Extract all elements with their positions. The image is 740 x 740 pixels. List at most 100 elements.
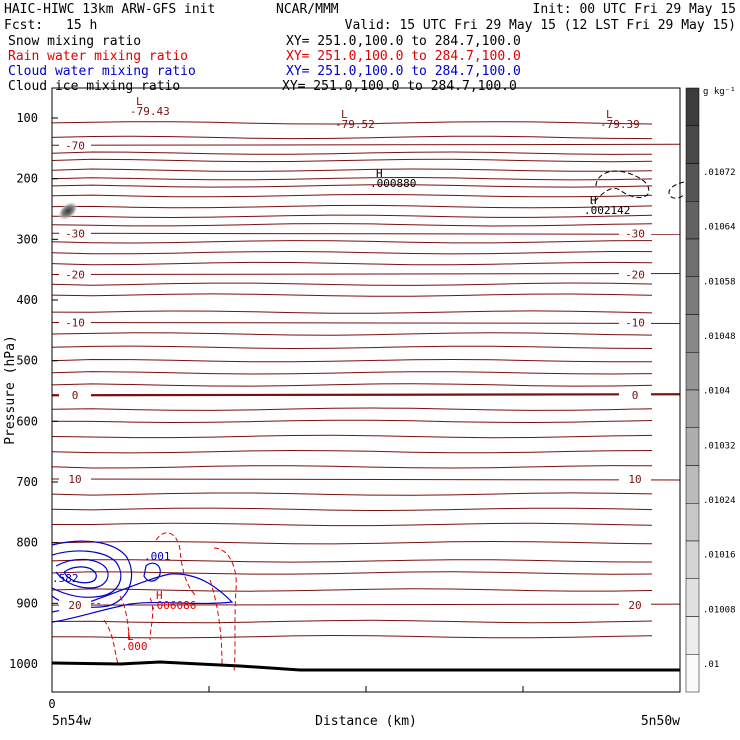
cloud-water-contour (143, 562, 161, 582)
colorbar-swatch (685, 616, 700, 655)
isotherm-line (51, 273, 681, 276)
extremum-marker: L (127, 630, 134, 643)
isotherm-line (51, 393, 681, 397)
isotherm-line (51, 232, 681, 235)
rain-contour (119, 595, 131, 641)
model-title: HAIC-HIWC 13km ARW-GFS init (4, 2, 216, 17)
colorbar-label: .01 (703, 660, 719, 670)
y-tick-label: 1000 (9, 657, 38, 671)
cloud-water-contour (63, 566, 97, 584)
init-time: Init: 00 UTC Fri 29 May 15 (532, 2, 737, 17)
colorbar: g kg⁻¹ .01072 .01064 .01058 .01048 .0104 .0103… (685, 87, 736, 693)
isotherm-label: -30 (65, 227, 85, 240)
extremum-marker: L (136, 95, 143, 108)
center-label: NCAR/MMM (276, 2, 339, 17)
rain-contour (209, 579, 223, 665)
isotherm-label-bg (619, 471, 651, 485)
colorbar-label: .01024 (703, 496, 736, 506)
isotherm-label-bg (59, 471, 91, 485)
extremum-marker: H (590, 194, 597, 207)
isotherm-line (51, 345, 653, 350)
colorbar-unit: g kg⁻¹ (703, 87, 736, 97)
isotherm-line (51, 240, 653, 244)
cloud-ice-contour (668, 181, 685, 199)
extremum-value: -79.43 (130, 105, 170, 118)
isotherm-label-bg (619, 598, 651, 612)
colorbar-swatch (685, 654, 700, 693)
isotherm-label: -10 (65, 316, 85, 329)
colorbar-swatch (685, 352, 700, 391)
isotherm-line (51, 168, 653, 172)
colorbar-swatch (685, 389, 700, 428)
isotherm-line (51, 121, 653, 125)
colorbar-swatch (685, 87, 700, 126)
y-tick-label: 900 (16, 596, 38, 610)
isotherm-line (51, 293, 653, 297)
isotherm-line (51, 332, 653, 336)
isotherm-line (51, 383, 653, 387)
rain-contour (155, 532, 197, 597)
isotherm-label: 10 (628, 473, 641, 486)
rain-field-label: Rain water mixing ratio (8, 49, 189, 64)
colorbar-swatch (685, 427, 700, 466)
colorbar-swatch (685, 465, 700, 504)
x-axis-title: Distance (km) (315, 714, 417, 729)
x-tick-label: 0 (48, 697, 55, 711)
colorbar-label: .01064 (703, 223, 736, 233)
colorbar-swatch (685, 276, 700, 315)
isotherm-line (51, 193, 653, 198)
colorbar-swatch (685, 201, 700, 240)
isotherm-line (51, 321, 681, 324)
rain-contour (149, 597, 154, 641)
y-tick-label: 500 (16, 354, 38, 368)
y-tick-label: 100 (16, 111, 38, 125)
mixing-ratio-contours (51, 170, 685, 673)
isotherm-line (51, 540, 653, 545)
extremum-marker: L (341, 108, 348, 121)
colorbar-swatch (685, 540, 700, 579)
isotherm-line (51, 250, 653, 255)
colorbar-label: .01008 (703, 605, 736, 615)
cloud-water-contour-label: .001 (144, 550, 171, 563)
colorbar-swatch (685, 238, 700, 277)
x-axis-right-end-label: 5n50w (641, 714, 680, 729)
cloud-water-field-xy: XY= 251.0,100.0 to 284.7,100.0 (286, 64, 521, 79)
isotherm-label: -30 (625, 227, 645, 240)
isotherm-label: -20 (65, 269, 85, 282)
isotherm-line (51, 478, 681, 481)
isotherm-label-bg (59, 138, 91, 152)
colorbar-label: .01032 (703, 441, 736, 451)
rain-contour (213, 547, 237, 673)
snow-field-xy: XY= 251.0,100.0 to 284.7,100.0 (286, 34, 521, 49)
temperature-isotherms (51, 121, 681, 639)
extremum-marker: H (156, 589, 163, 602)
isotherm-line (51, 261, 653, 266)
isotherm-line (51, 204, 653, 209)
extremum-value: -79.52 (335, 118, 375, 131)
isotherm-line (51, 158, 653, 163)
colorbar-label: .01072 (703, 168, 736, 178)
isotherm-label: -10 (625, 316, 645, 329)
rain-field-xy: XY= 251.0,100.0 to 284.7,100.0 (286, 49, 521, 64)
y-tick-label: 600 (16, 414, 38, 428)
isotherm-label: 0 (632, 389, 639, 402)
colorbar-swatch (685, 314, 700, 353)
cloud-water-contour (51, 550, 122, 598)
isotherm-label-bg (59, 267, 91, 281)
y-tick-label: 200 (16, 172, 38, 186)
y-tick-label: 300 (16, 232, 38, 246)
isotherm-line (51, 143, 681, 146)
isotherm-label-bg (59, 388, 91, 402)
isotherm-line (51, 151, 653, 155)
isotherm-label-bg (59, 226, 91, 240)
isotherm-line (51, 358, 653, 363)
isotherm-line (51, 176, 653, 181)
isotherm-label: 0 (72, 389, 79, 402)
forecast-label: Fcst: (4, 18, 44, 33)
isotherm-label-bg (619, 315, 651, 329)
cloud-ice-blob (58, 202, 78, 220)
rain-contour (103, 619, 119, 665)
isotherm-label: -70 (65, 139, 85, 152)
